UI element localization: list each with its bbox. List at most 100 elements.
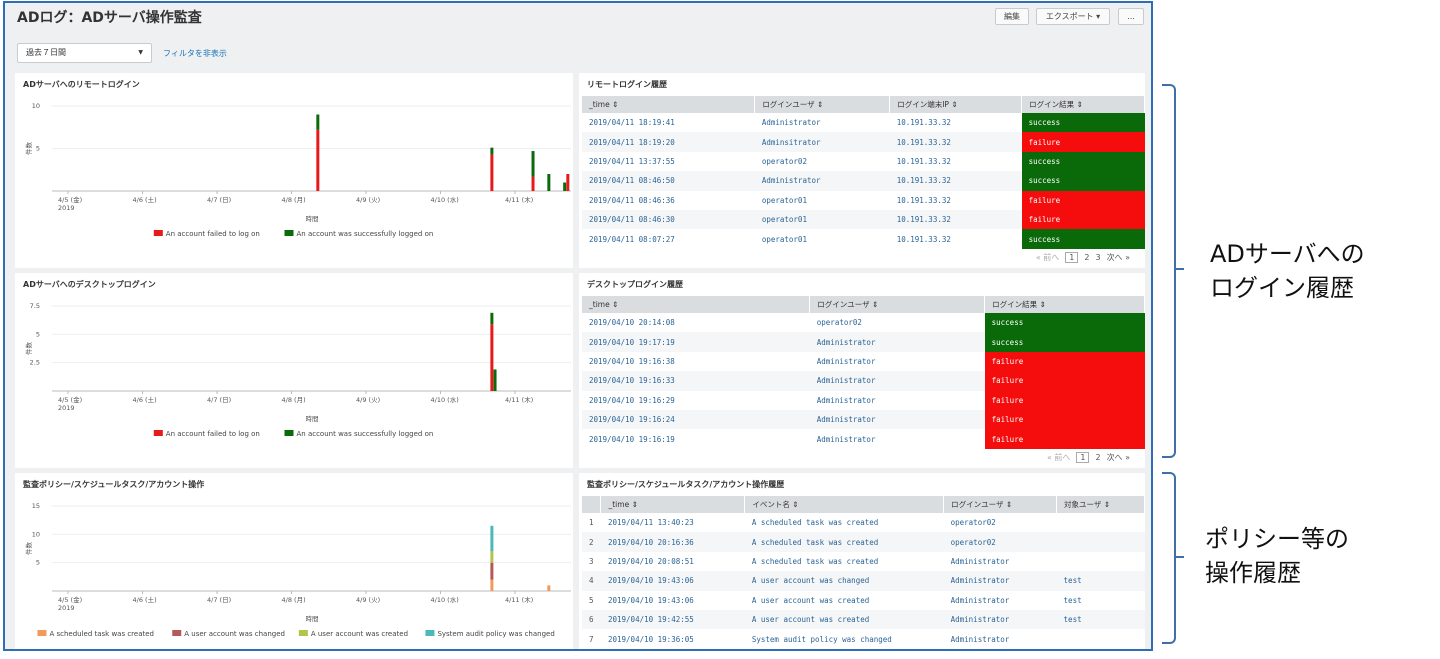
bar-0-1[interactable] bbox=[490, 154, 494, 191]
pager-page-button[interactable]: 2 bbox=[1084, 253, 1090, 262]
table-cell[interactable]: operator02 bbox=[761, 156, 807, 166]
table-cell[interactable]: 2019/04/10 19:16:24 bbox=[582, 409, 810, 430]
legend-item[interactable]: A user account was created bbox=[311, 630, 408, 638]
table-cell[interactable] bbox=[1057, 513, 1145, 532]
pager-page-button[interactable]: 2 bbox=[1095, 453, 1101, 462]
table-row[interactable]: 4 2019/04/10 19:43:06 A user account was c… bbox=[582, 571, 1145, 591]
table-cell[interactable]: Administrator bbox=[816, 395, 876, 405]
table-row[interactable]: 2019/04/11 08:46:50 Administrator 10.191.3… bbox=[582, 171, 1145, 191]
table-cell[interactable]: Administrator bbox=[943, 571, 1057, 591]
legend-item[interactable]: An account was successfully logged on bbox=[297, 430, 434, 438]
table-cell[interactable]: A user account was changed bbox=[744, 571, 944, 591]
table-cell[interactable] bbox=[1057, 629, 1145, 648]
table-cell[interactable]: 10.191.33.32 bbox=[896, 195, 951, 205]
table-cell[interactable] bbox=[1057, 552, 1145, 571]
table-cell[interactable]: 6 bbox=[582, 609, 601, 630]
table-cell[interactable]: 10.191.33.32 bbox=[896, 156, 951, 166]
table-cell[interactable]: Administrator bbox=[950, 595, 1010, 605]
table-cell[interactable]: 2019/04/10 19:17:19 bbox=[582, 332, 810, 352]
table-cell[interactable]: 10.191.33.32 bbox=[896, 234, 951, 244]
table-cell[interactable]: 2019/04/11 13:40:23 bbox=[607, 518, 694, 528]
table-cell[interactable]: 2019/04/10 19:16:38 bbox=[589, 356, 675, 366]
table-row[interactable]: 2019/04/10 19:16:33 Administrator failure bbox=[582, 371, 1145, 391]
table-cell[interactable]: 2019/04/11 13:37:55 bbox=[589, 156, 675, 166]
table-cell[interactable]: 2019/04/10 19:16:29 bbox=[589, 395, 675, 405]
table-row[interactable]: 1 2019/04/11 13:40:23 A scheduled task was… bbox=[582, 513, 1145, 532]
table-cell[interactable]: 2019/04/10 19:36:05 bbox=[607, 634, 694, 644]
table-cell[interactable]: 2019/04/11 18:19:20 bbox=[582, 132, 755, 152]
table-cell[interactable]: success bbox=[1021, 151, 1145, 172]
legend-item[interactable]: An account failed to log on bbox=[166, 230, 260, 238]
table-cell[interactable]: 2019/04/11 08:46:36 bbox=[589, 195, 675, 205]
table-row[interactable]: 2019/04/11 18:19:41 Administrator 10.191.3… bbox=[582, 113, 1145, 133]
table-cell[interactable]: success bbox=[1021, 171, 1145, 191]
table-cell[interactable]: 5 bbox=[589, 595, 594, 605]
table-row[interactable]: 2019/04/11 08:46:36 operator01 10.191.33.3… bbox=[582, 190, 1145, 210]
bar-0-0[interactable] bbox=[490, 324, 494, 391]
table-cell[interactable]: 2019/04/10 19:43:06 bbox=[600, 571, 745, 591]
column-header[interactable]: ログインユーザ ⇕ bbox=[754, 96, 891, 113]
column-header[interactable]: _time ⇕ bbox=[582, 296, 811, 313]
table-cell[interactable]: A scheduled task was created bbox=[751, 518, 879, 528]
column-header[interactable]: ログイン結果 ⇕ bbox=[984, 296, 1145, 313]
table-cell[interactable]: 10.191.33.32 bbox=[889, 209, 1022, 230]
table-cell[interactable]: 2019/04/10 19:42:55 bbox=[600, 609, 745, 630]
table-row[interactable]: 2019/04/10 19:16:38 Administrator failure bbox=[582, 351, 1145, 372]
column-header[interactable]: ログインユーザ ⇕ bbox=[809, 296, 986, 313]
bar-1-4[interactable] bbox=[563, 182, 567, 192]
bar-1-3[interactable] bbox=[547, 174, 551, 191]
table-cell[interactable]: failure bbox=[984, 390, 1145, 410]
table-cell[interactable]: A user account was created bbox=[744, 609, 944, 630]
table-cell[interactable]: 4 bbox=[582, 571, 601, 591]
table-cell[interactable]: 2019/04/11 18:19:41 bbox=[589, 118, 675, 128]
table-cell[interactable]: 2019/04/11 08:46:30 bbox=[582, 209, 755, 230]
bar-1-0[interactable] bbox=[316, 114, 320, 130]
bar-0-2[interactable] bbox=[531, 176, 535, 191]
table-cell[interactable]: A scheduled task was created bbox=[744, 532, 944, 552]
table-row[interactable]: 3 2019/04/10 20:08:51 A scheduled task was… bbox=[582, 552, 1145, 571]
legend-item[interactable]: A user account was changed bbox=[184, 630, 285, 638]
table-cell[interactable]: operator02 bbox=[816, 318, 862, 328]
table-cell[interactable]: 2019/04/10 19:43:06 bbox=[607, 595, 694, 605]
table-row[interactable]: 2019/04/10 19:17:19 Administrator success bbox=[582, 332, 1145, 352]
table-cell[interactable]: Administrator bbox=[950, 634, 1010, 644]
table-cell[interactable]: Administrator bbox=[943, 609, 1057, 630]
column-header[interactable]: ログイン結果 ⇕ bbox=[1021, 96, 1145, 113]
legend-item[interactable]: An account failed to log on bbox=[166, 430, 260, 438]
pager-prev-button[interactable]: « 前へ bbox=[1035, 253, 1060, 262]
bar-0-0[interactable] bbox=[316, 129, 320, 191]
bar-1-1[interactable] bbox=[490, 147, 494, 155]
table-cell[interactable]: 2019/04/10 20:16:36 bbox=[600, 532, 745, 552]
pager-next-button[interactable]: 次へ » bbox=[1106, 253, 1130, 262]
table-cell[interactable]: Administrator bbox=[950, 556, 1010, 566]
table-cell[interactable]: success bbox=[1021, 229, 1145, 249]
bar-2-0[interactable] bbox=[490, 551, 494, 563]
table-cell[interactable]: 10.191.33.32 bbox=[896, 118, 951, 128]
table-cell[interactable]: 2019/04/10 20:08:51 bbox=[607, 556, 694, 566]
bar-1-2[interactable] bbox=[531, 151, 535, 177]
bar-1-0[interactable] bbox=[490, 312, 494, 325]
bar-0-3[interactable] bbox=[566, 174, 570, 191]
table-cell[interactable]: operator01 bbox=[761, 234, 807, 244]
time-range-dropdown[interactable]: 過去７日間 ▼ bbox=[17, 43, 152, 63]
table-cell[interactable]: 10.191.33.32 bbox=[889, 171, 1022, 191]
column-header[interactable]: ログインユーザ ⇕ bbox=[943, 496, 1058, 513]
table-cell[interactable]: operator02 bbox=[943, 532, 1057, 552]
pager-prev-button[interactable]: « 前へ bbox=[1046, 453, 1071, 462]
table-cell[interactable] bbox=[1056, 532, 1145, 552]
table-cell[interactable]: failure bbox=[1021, 209, 1145, 230]
table-cell[interactable]: operator02 bbox=[950, 518, 996, 528]
table-cell[interactable]: A user account was created bbox=[751, 595, 870, 605]
table-row[interactable]: 2019/04/11 18:19:20 Adminsitrator 10.191.3… bbox=[582, 132, 1145, 152]
table-cell[interactable]: 3 bbox=[589, 556, 594, 566]
table-cell[interactable]: success bbox=[984, 313, 1145, 333]
legend-item[interactable]: An account was successfully logged on bbox=[297, 230, 434, 238]
table-cell[interactable]: Administrator bbox=[754, 171, 890, 191]
column-header[interactable]: _time ⇕ bbox=[600, 496, 746, 513]
table-cell[interactable]: Administrator bbox=[816, 434, 876, 444]
export-button[interactable]: エクスポート ▾ bbox=[1036, 8, 1110, 25]
bar-0-0[interactable] bbox=[490, 579, 494, 591]
table-row[interactable]: 2019/04/10 19:16:24 Administrator failure bbox=[582, 409, 1145, 430]
column-header[interactable]: イベント名 ⇕ bbox=[744, 496, 945, 513]
table-cell[interactable]: operator01 bbox=[754, 209, 890, 230]
